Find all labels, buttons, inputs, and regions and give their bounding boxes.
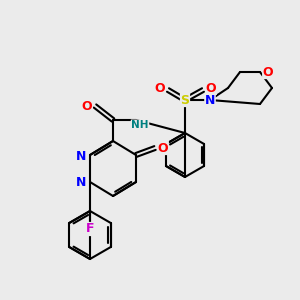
Text: N: N — [76, 176, 86, 190]
Text: O: O — [158, 142, 168, 154]
Text: F: F — [86, 223, 94, 236]
Text: O: O — [206, 82, 216, 94]
Text: O: O — [82, 100, 92, 112]
Text: S: S — [181, 94, 190, 106]
Text: N: N — [76, 149, 86, 163]
Text: NH: NH — [131, 120, 149, 130]
Text: O: O — [155, 82, 165, 94]
Text: O: O — [263, 65, 273, 79]
Text: N: N — [205, 94, 215, 106]
